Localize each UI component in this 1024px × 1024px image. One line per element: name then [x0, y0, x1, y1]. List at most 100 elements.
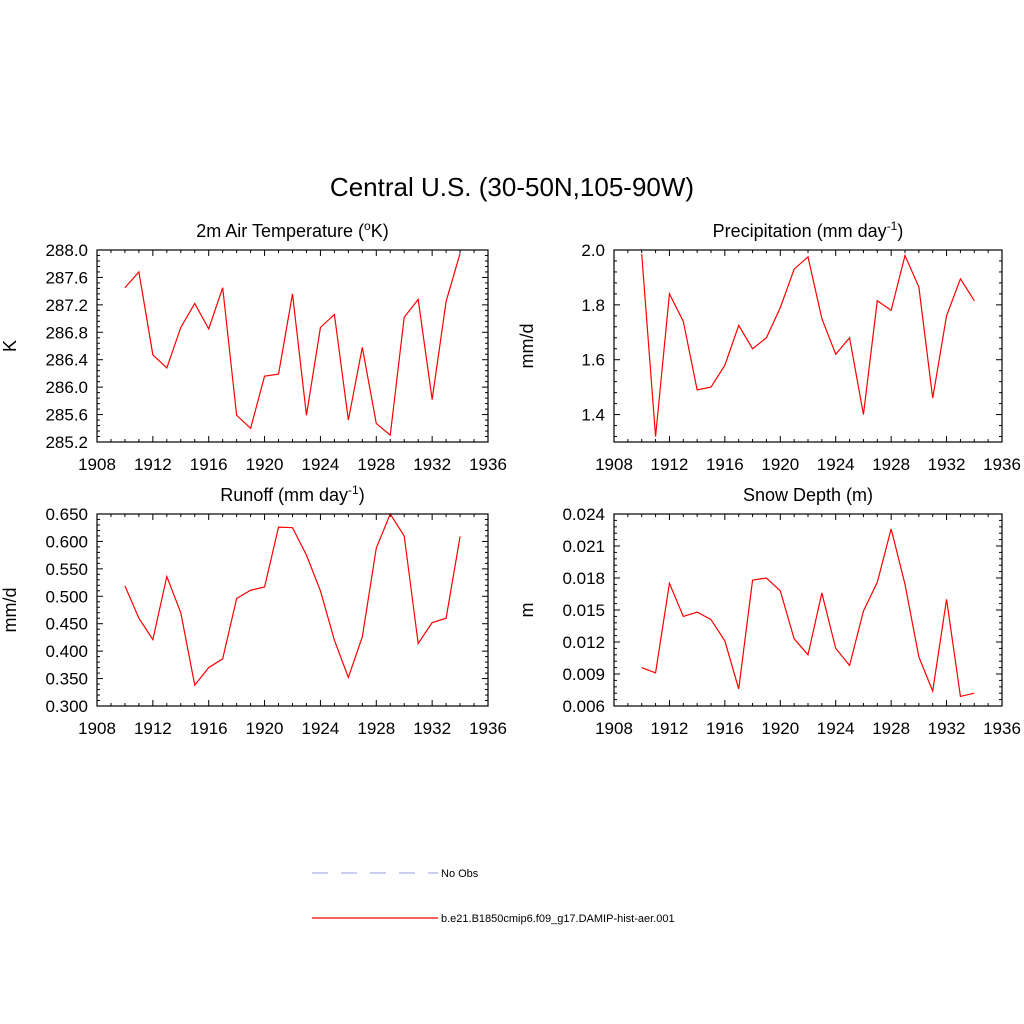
y-axis-label: mm/d — [0, 588, 20, 633]
x-tick-label: 1936 — [983, 455, 1021, 474]
y-tick-label: 0.300 — [45, 697, 88, 716]
y-tick-label: 286.0 — [45, 378, 88, 397]
x-tick-label: 1916 — [190, 455, 228, 474]
panel-title-suffix: K) — [371, 221, 389, 241]
plot-frame — [96, 513, 489, 707]
y-tick-label: 287.2 — [45, 296, 88, 315]
tick-marks — [613, 513, 1003, 707]
y-tick-label: 0.018 — [562, 569, 605, 588]
x-tick-label: 1928 — [872, 455, 910, 474]
y-tick-label: 2.0 — [581, 241, 605, 260]
x-tick-label: 1912 — [651, 719, 689, 738]
panel-title: Precipitation (mm day-1) — [713, 219, 904, 241]
plot-frame — [613, 513, 1003, 707]
x-tick-label: 1928 — [872, 719, 910, 738]
panel-title: Snow Depth (m) — [743, 485, 873, 505]
y-axis-label: m — [517, 603, 537, 618]
y-tick-label: 0.006 — [562, 697, 605, 716]
panel-title-text: Snow Depth (m) — [743, 485, 873, 505]
x-tick-label: 1920 — [246, 455, 284, 474]
legend-label: No Obs — [441, 868, 479, 880]
y-tick-label: 0.400 — [45, 642, 88, 661]
x-tick-label: 1924 — [817, 719, 855, 738]
panel-precipitation: Precipitation (mm day-1) mm/d 1908 1912 1916… — [517, 219, 1021, 474]
x-tick-label: 1912 — [651, 455, 689, 474]
y-tick-label: 286.4 — [45, 351, 88, 370]
y-tick-label: 286.8 — [45, 323, 88, 342]
legend: No Obs b.e21.B1850cmip6.f09_g17.DAMIP-his… — [312, 868, 675, 925]
x-tick-label: 1928 — [357, 455, 395, 474]
panel-title-superscript: -1 — [348, 483, 359, 497]
x-tick-label: 1924 — [302, 455, 340, 474]
y-tick-label: 287.6 — [45, 268, 88, 287]
legend-entry: b.e21.B1850cmip6.f09_g17.DAMIP-hist-aer.… — [312, 913, 675, 925]
y-tick-label: 285.6 — [45, 406, 88, 425]
panel-title-superscript: o — [364, 219, 371, 233]
x-tick-label: 1908 — [78, 455, 116, 474]
tick-marks — [613, 249, 1003, 442]
y-tick-label: 0.350 — [45, 670, 88, 689]
panels: 2m Air Temperature (oK) K 1908 1912 1916 1920… — [0, 219, 1021, 738]
panel-title: Runoff (mm day-1) — [220, 483, 364, 505]
y-axis-label: mm/d — [517, 324, 537, 369]
y-axis-label: K — [0, 340, 20, 352]
panel-title-suffix: ) — [897, 221, 903, 241]
x-tick-label: 1936 — [469, 719, 507, 738]
x-tick-label: 1932 — [413, 719, 451, 738]
x-tick-label: 1912 — [134, 719, 172, 738]
y-tick-label: 288.0 — [45, 241, 88, 260]
x-tick-label: 1924 — [302, 719, 340, 738]
y-tick-label: 0.021 — [562, 537, 605, 556]
x-tick-label: 1936 — [469, 455, 507, 474]
panel-title-text: 2m Air Temperature ( — [196, 221, 364, 241]
figure-title: Central U.S. (30-50N,105-90W) — [330, 172, 694, 202]
y-tick-label: 0.550 — [45, 560, 88, 579]
y-tick-label: 1.8 — [581, 296, 605, 315]
y-tick-label: 0.015 — [562, 601, 605, 620]
series-line — [124, 512, 461, 687]
x-tick-label: 1916 — [706, 455, 744, 474]
y-tick-label: 1.6 — [581, 351, 605, 370]
x-tick-label: 1932 — [413, 455, 451, 474]
x-tick-label: 1920 — [761, 719, 799, 738]
x-tick-label: 1908 — [78, 719, 116, 738]
x-tick-label: 1928 — [357, 719, 395, 738]
y-tick-label: 0.012 — [562, 633, 605, 652]
y-tick-label: 0.500 — [45, 587, 88, 606]
plot-frame — [96, 249, 489, 443]
panel-temperature: 2m Air Temperature (oK) K 1908 1912 1916 1920… — [0, 219, 507, 474]
series-line — [641, 528, 975, 698]
panel-title-suffix: ) — [359, 485, 365, 505]
x-tick-label: 1936 — [983, 719, 1021, 738]
panel-title-superscript: -1 — [887, 219, 898, 233]
x-tick-label: 1912 — [134, 455, 172, 474]
x-tick-label: 1908 — [595, 719, 633, 738]
tick-marks — [96, 513, 489, 707]
panel-title: 2m Air Temperature (oK) — [196, 219, 388, 241]
x-tick-label: 1920 — [246, 719, 284, 738]
panel-snow-depth: Snow Depth (m) m 1908 1912 1916 1920 1924 1928 1… — [517, 485, 1021, 738]
legend-label: b.e21.B1850cmip6.f09_g17.DAMIP-hist-aer.… — [441, 913, 675, 925]
y-tick-label: 0.650 — [45, 505, 88, 524]
y-tick-label: 0.450 — [45, 615, 88, 634]
y-tick-label: 0.009 — [562, 665, 605, 684]
x-tick-label: 1916 — [190, 719, 228, 738]
series-line — [124, 253, 461, 437]
y-tick-label: 0.600 — [45, 532, 88, 551]
x-tick-label: 1932 — [928, 455, 966, 474]
series-line — [641, 253, 975, 437]
x-tick-label: 1916 — [706, 719, 744, 738]
x-tick-label: 1908 — [595, 455, 633, 474]
legend-entry: No Obs — [312, 868, 479, 880]
panel-title-text: Precipitation (mm day — [713, 221, 887, 241]
x-tick-label: 1920 — [761, 455, 799, 474]
y-tick-label: 285.2 — [45, 433, 88, 452]
x-tick-label: 1924 — [817, 455, 855, 474]
panel-runoff: Runoff (mm day-1) mm/d 1908 1912 1916 1920 192… — [0, 483, 507, 738]
y-tick-label: 1.4 — [581, 406, 605, 425]
y-tick-label: 0.024 — [562, 505, 605, 524]
panel-title-text: Runoff (mm day — [220, 485, 348, 505]
plot-frame — [613, 249, 1003, 443]
tick-marks — [96, 249, 489, 443]
